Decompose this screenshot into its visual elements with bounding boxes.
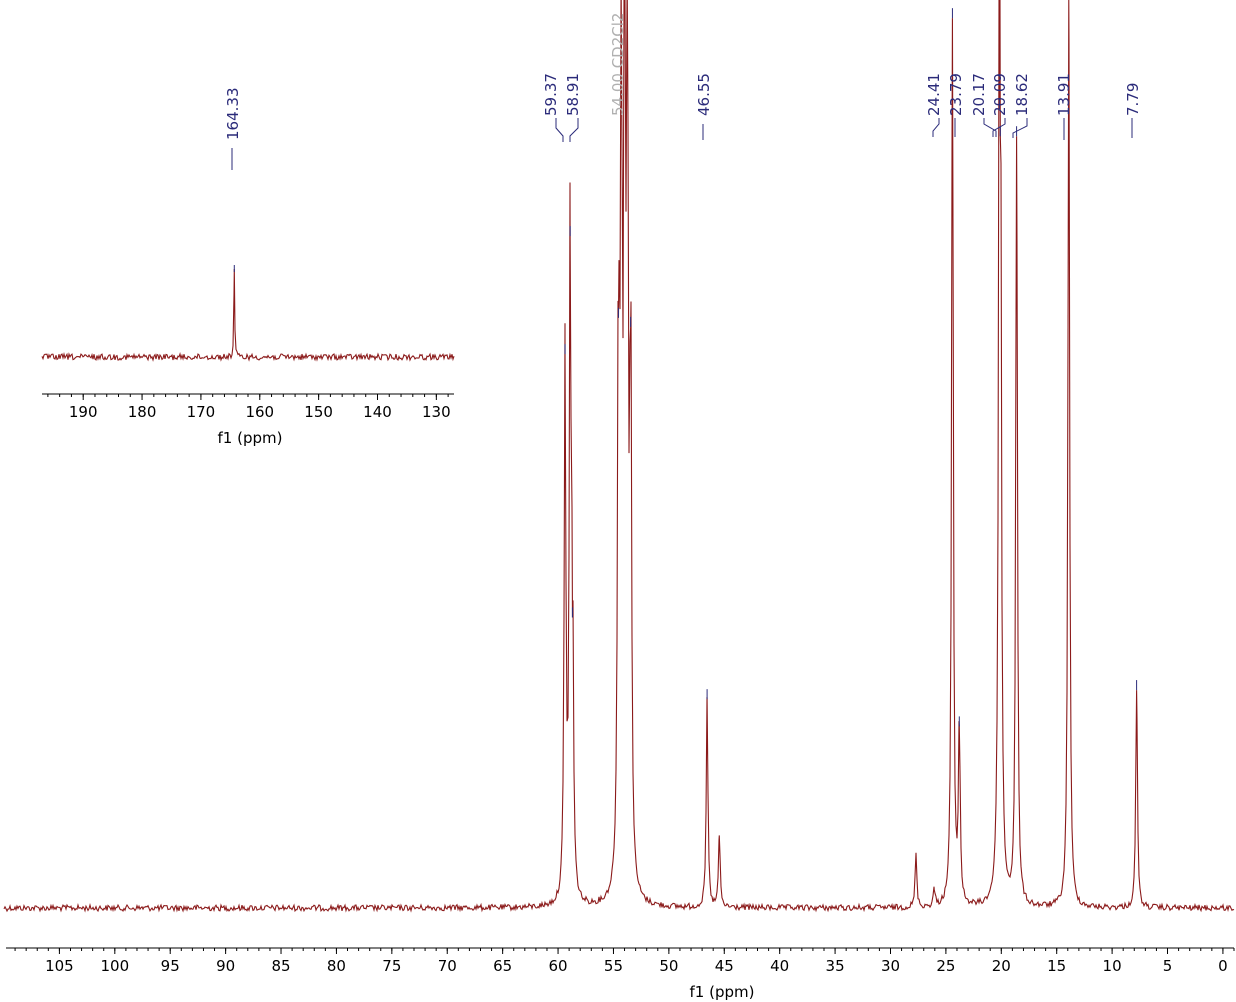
main-tick-label: 40 bbox=[770, 957, 789, 975]
inset-tick-label: 170 bbox=[187, 403, 216, 421]
main-tick-label: 10 bbox=[1103, 957, 1122, 975]
main-tick-label: 35 bbox=[826, 957, 845, 975]
main-tick-label: 25 bbox=[936, 957, 955, 975]
inset-tick-label: 130 bbox=[422, 403, 451, 421]
peak-label: 59.37 bbox=[542, 73, 560, 116]
main-tick-label: 75 bbox=[382, 957, 401, 975]
main-peak-label-group: 59.37 58.91 46.55 24.41 23.79 20.17 20.09 18.62… bbox=[542, 8, 1142, 727]
main-tick-label: 55 bbox=[604, 957, 623, 975]
main-tick-label: 5 bbox=[1163, 957, 1173, 975]
main-tick-label: 65 bbox=[493, 957, 512, 975]
main-spectrum-trace bbox=[3, 0, 1235, 913]
main-tick-label: 45 bbox=[715, 957, 734, 975]
main-tick-label: 105 bbox=[45, 957, 74, 975]
main-tick-label: 0 bbox=[1218, 957, 1228, 975]
main-tick-label: 80 bbox=[327, 957, 346, 975]
main-tick-label: 95 bbox=[161, 957, 180, 975]
main-tick-label: 70 bbox=[438, 957, 457, 975]
peak-label: 24.41 bbox=[925, 73, 943, 116]
inset-spectrum-trace bbox=[41, 268, 455, 362]
inset-x-axis-ticks: 190 180 170 160 150 140 130 bbox=[47, 394, 451, 421]
main-tick-label: 30 bbox=[881, 957, 900, 975]
inset-tick-label: 140 bbox=[363, 403, 392, 421]
inset-tick-label: 180 bbox=[128, 403, 157, 421]
inset-peak-label: 164.33 bbox=[224, 88, 242, 141]
inset-spectrum-panel: 190 180 170 160 150 140 130 f1 (ppm) 164.33 bbox=[41, 88, 455, 447]
peak-label: 58.91 bbox=[564, 73, 582, 116]
inset-tick-label: 190 bbox=[69, 403, 98, 421]
main-tick-label: 100 bbox=[100, 957, 129, 975]
peak-leader-line bbox=[983, 118, 997, 137]
main-tick-label: 15 bbox=[1047, 957, 1066, 975]
inset-tick-label: 160 bbox=[245, 403, 274, 421]
main-tick-label: 20 bbox=[992, 957, 1011, 975]
peak-label: 13.91 bbox=[1055, 73, 1073, 116]
peak-label: 46.55 bbox=[695, 73, 713, 116]
peak-label: 7.79 bbox=[1124, 83, 1142, 116]
main-tick-label: 60 bbox=[549, 957, 568, 975]
main-tick-label: 90 bbox=[216, 957, 235, 975]
peak-leader-line bbox=[932, 118, 940, 137]
solvent-peak-label: 54.00 CD2Cl2 bbox=[609, 13, 627, 116]
main-x-axis-ticks: 105 100 95 90 85 80 75 70 65 60 55 50 45 40 35 30 25 20 15… bbox=[14, 948, 1235, 975]
main-tick-label: 50 bbox=[659, 957, 678, 975]
inset-tick-label: 150 bbox=[304, 403, 333, 421]
peak-label: 20.09 bbox=[991, 73, 1009, 116]
inset-peak-label-group: 164.33 bbox=[224, 88, 242, 272]
peak-label: 20.17 bbox=[970, 73, 988, 116]
peak-leader-line bbox=[992, 118, 1006, 137]
main-spectrum-panel: 105 100 95 90 85 80 75 70 65 60 55 50 45 40 35 30 25 20 15… bbox=[3, 0, 1235, 1001]
peak-leader-line bbox=[569, 118, 579, 142]
main-x-axis-title: f1 (ppm) bbox=[690, 983, 755, 1001]
peak-label: 18.62 bbox=[1013, 73, 1031, 116]
peak-label: 23.79 bbox=[947, 73, 965, 116]
main-tick-label: 85 bbox=[271, 957, 290, 975]
inset-x-axis-title: f1 (ppm) bbox=[218, 429, 283, 447]
peak-leader-line bbox=[1012, 118, 1028, 138]
peak-leader-line bbox=[555, 118, 564, 142]
